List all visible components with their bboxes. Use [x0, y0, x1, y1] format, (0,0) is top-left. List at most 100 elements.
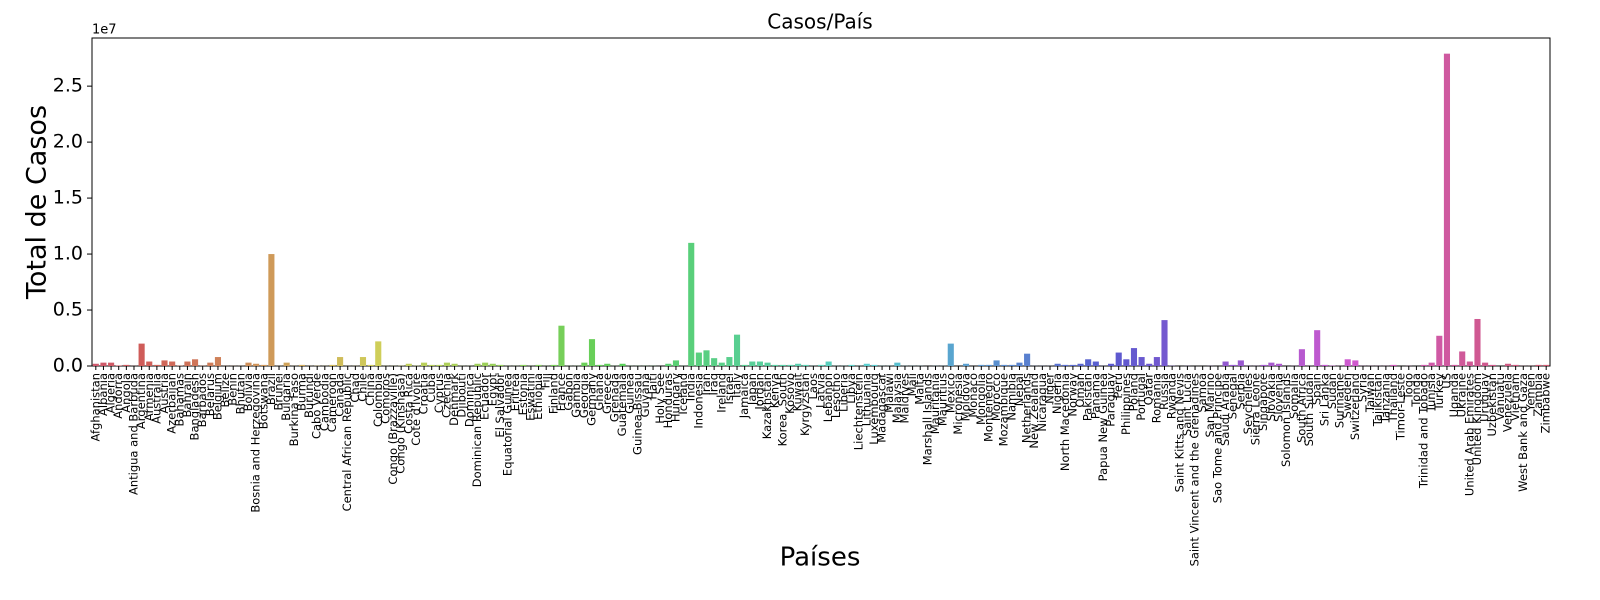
x-tick-label: Portugal	[1134, 373, 1148, 421]
bar	[138, 343, 145, 366]
bar	[283, 362, 290, 366]
x-tick-label: Sweden	[1340, 373, 1354, 418]
bar	[1008, 364, 1015, 366]
bar	[1459, 351, 1466, 366]
bar	[871, 364, 878, 366]
x-tick-label: Moldova	[959, 373, 973, 421]
x-tick-label: Lesotho	[829, 373, 843, 418]
x-tick-label: Congo (Brazzaville)	[386, 373, 400, 485]
x-tick-label: Central African Republic	[340, 373, 354, 511]
bar	[1092, 361, 1099, 366]
x-tick-label: Ethiopia	[531, 373, 545, 420]
x-tick-label: Saint Lucia	[1180, 373, 1194, 436]
bar	[1535, 364, 1542, 366]
x-tick-label: Dominican Republic	[470, 373, 484, 487]
x-tick-label: India	[684, 373, 698, 401]
x-tick-label: Oman	[1073, 373, 1087, 408]
bar	[1420, 364, 1428, 366]
bar	[787, 364, 794, 366]
bar	[581, 362, 588, 366]
x-tick-label: Algeria	[104, 373, 118, 413]
bar	[993, 360, 1000, 366]
bar	[451, 363, 458, 366]
bar	[802, 364, 809, 366]
y-tick-label: 0.5	[53, 299, 83, 321]
x-tick-label: Finland	[546, 373, 560, 414]
bar	[421, 362, 428, 366]
bar	[245, 362, 252, 366]
x-tick-label: Libya	[844, 373, 858, 404]
x-tick-label: Montenegro	[981, 373, 995, 442]
x-tick-label: Eritrea	[508, 373, 522, 411]
x-tick-label: Honduras	[661, 373, 675, 428]
bar	[1489, 364, 1496, 366]
x-tick-label: Burundi	[302, 373, 316, 418]
bar	[1138, 357, 1145, 366]
x-tick-label: Malaysia	[890, 373, 904, 423]
offset-label: 1e7	[92, 23, 117, 38]
bar	[1512, 364, 1519, 366]
x-tick-label: Fiji	[539, 373, 553, 388]
x-tick-label: Dominica	[462, 373, 476, 427]
x-tick-label: Samoa	[1195, 373, 1209, 413]
bar	[1443, 53, 1451, 366]
x-tick-label: Mauritania	[928, 373, 942, 434]
x-tick-label: Angola	[119, 373, 133, 413]
x-tick-label: Sri Lanka	[1317, 373, 1331, 426]
x-tick-label: Togo	[1401, 373, 1415, 400]
x-tick-label: Saint Vincent and the Grenadines	[1188, 373, 1202, 566]
x-tick-label: Burkina Faso	[287, 373, 301, 446]
x-tick-label: Congo (Kinshasa)	[394, 373, 408, 474]
x-tick-label: Egypt	[485, 373, 499, 407]
x-tick-label: Bosnia and Herzegovina	[249, 373, 263, 513]
bar	[405, 363, 412, 366]
chart-title: Casos/País	[767, 10, 872, 34]
x-tick-label: Zambia	[1531, 373, 1545, 417]
x-tick-label: Lebanon	[821, 373, 835, 422]
x-tick-label: Bahamas	[172, 373, 186, 427]
bar	[337, 357, 344, 366]
x-tick-label: Afghanistan	[88, 373, 102, 441]
x-tick-label: Germany	[584, 373, 598, 426]
bar	[260, 364, 267, 366]
bar	[1436, 335, 1443, 366]
x-tick-label: Grenada	[607, 373, 621, 422]
x-tick-label: Ireland	[714, 373, 728, 413]
x-tick-label: Zimbabwe	[1539, 373, 1553, 433]
x-tick-label: United Arab Emirates	[1462, 373, 1476, 496]
x-tick-label: Israel	[722, 373, 736, 404]
x-tick-label: Bahrain	[180, 373, 194, 417]
x-tick-label: Sudan	[1325, 373, 1339, 409]
x-tick-label: Iceland	[676, 373, 690, 415]
x-tick-label: Korea, South	[775, 373, 789, 446]
bar	[665, 363, 672, 366]
x-tick-label: Burma	[294, 373, 308, 411]
x-tick-label: Andorra	[111, 373, 125, 419]
bar	[1222, 361, 1229, 366]
bar	[695, 352, 702, 366]
x-tick-label: Croatia	[417, 373, 431, 414]
x-tick-label: Venezuela	[1501, 373, 1515, 432]
x-tick-label: United Kingdom	[1470, 373, 1484, 465]
x-tick-label: Bulgaria	[279, 373, 293, 421]
x-tick-label: San Marino	[1203, 373, 1217, 438]
bar	[764, 362, 771, 366]
x-tick-label: Slovakia	[1264, 373, 1278, 421]
bar	[1146, 363, 1153, 366]
x-tick-label: Tajikistan	[1371, 373, 1385, 427]
bar	[436, 364, 443, 366]
x-tick-label: Guinea	[623, 373, 637, 414]
x-tick-label: Marshall Islands	[920, 373, 934, 465]
bar	[359, 357, 367, 366]
x-tick-label: Jordan	[752, 373, 766, 411]
x-tick-label: Switzerland	[1348, 373, 1362, 440]
bar	[1314, 330, 1321, 366]
x-tick-label: El Salvador	[493, 373, 507, 438]
x-tick-label: Austria	[157, 373, 171, 414]
bar	[795, 363, 802, 366]
bar	[1352, 360, 1359, 366]
x-tick-label: Papua New Guinea	[1096, 373, 1110, 481]
x-tick-label: Mexico	[943, 373, 957, 413]
bar	[619, 363, 626, 366]
x-tick-label: South Africa	[1294, 373, 1308, 443]
